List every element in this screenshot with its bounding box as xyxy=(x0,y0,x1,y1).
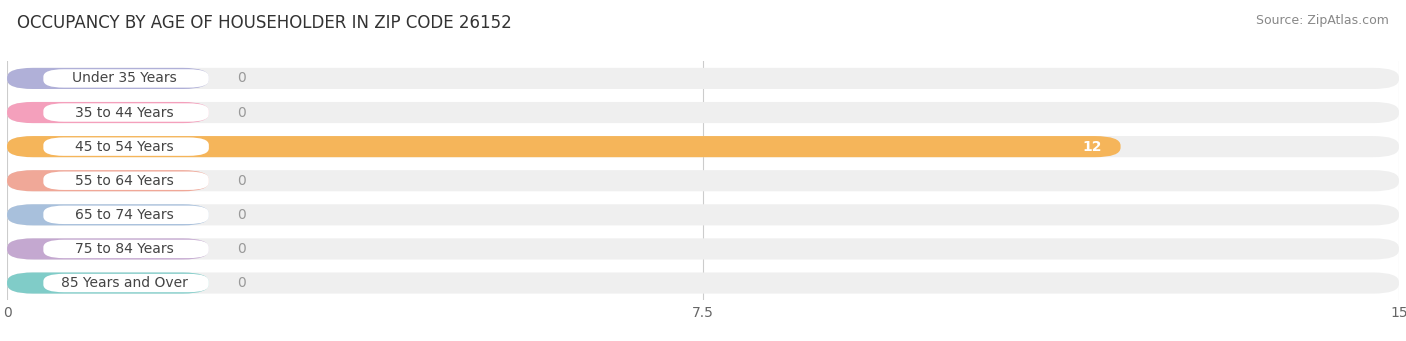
FancyBboxPatch shape xyxy=(7,170,209,191)
Text: 0: 0 xyxy=(236,174,246,188)
Text: 0: 0 xyxy=(236,242,246,256)
Text: 55 to 64 Years: 55 to 64 Years xyxy=(75,174,173,188)
Text: 0: 0 xyxy=(236,105,246,120)
FancyBboxPatch shape xyxy=(44,137,209,156)
FancyBboxPatch shape xyxy=(7,272,209,294)
FancyBboxPatch shape xyxy=(7,204,1399,225)
Text: 12: 12 xyxy=(1083,139,1102,154)
Text: 0: 0 xyxy=(236,276,246,290)
FancyBboxPatch shape xyxy=(7,204,209,225)
FancyBboxPatch shape xyxy=(7,136,1399,157)
FancyBboxPatch shape xyxy=(7,238,1399,260)
FancyBboxPatch shape xyxy=(7,238,209,260)
FancyBboxPatch shape xyxy=(7,136,1121,157)
FancyBboxPatch shape xyxy=(7,272,1399,294)
FancyBboxPatch shape xyxy=(7,68,209,89)
FancyBboxPatch shape xyxy=(44,103,209,122)
FancyBboxPatch shape xyxy=(44,206,209,224)
Text: 75 to 84 Years: 75 to 84 Years xyxy=(75,242,173,256)
FancyBboxPatch shape xyxy=(7,170,1399,191)
FancyBboxPatch shape xyxy=(7,102,209,123)
Text: OCCUPANCY BY AGE OF HOUSEHOLDER IN ZIP CODE 26152: OCCUPANCY BY AGE OF HOUSEHOLDER IN ZIP C… xyxy=(17,14,512,32)
FancyBboxPatch shape xyxy=(44,240,209,258)
FancyBboxPatch shape xyxy=(44,69,209,88)
Text: 35 to 44 Years: 35 to 44 Years xyxy=(75,105,173,120)
Text: 85 Years and Over: 85 Years and Over xyxy=(60,276,187,290)
Text: 45 to 54 Years: 45 to 54 Years xyxy=(75,139,173,154)
FancyBboxPatch shape xyxy=(44,172,209,190)
Text: 65 to 74 Years: 65 to 74 Years xyxy=(75,208,173,222)
Text: 0: 0 xyxy=(236,71,246,86)
Text: 0: 0 xyxy=(236,208,246,222)
FancyBboxPatch shape xyxy=(44,274,209,292)
Text: Source: ZipAtlas.com: Source: ZipAtlas.com xyxy=(1256,14,1389,27)
Text: Under 35 Years: Under 35 Years xyxy=(72,71,177,86)
FancyBboxPatch shape xyxy=(7,68,1399,89)
FancyBboxPatch shape xyxy=(7,102,1399,123)
